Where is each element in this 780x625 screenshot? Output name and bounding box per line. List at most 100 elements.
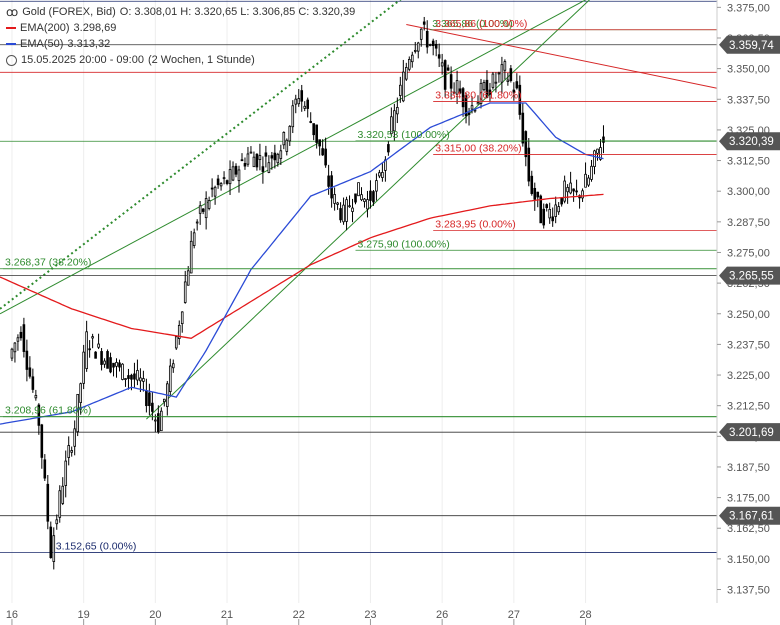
candle-body	[548, 208, 551, 219]
candle-body	[387, 144, 390, 153]
candle-body	[536, 191, 540, 198]
candle-body	[73, 428, 76, 447]
price-marker	[719, 423, 780, 442]
candle-body	[390, 116, 393, 135]
candlesticks	[10, 16, 605, 570]
candle-body	[246, 153, 250, 165]
candle-body	[527, 147, 531, 182]
candle-body	[124, 378, 127, 380]
candle-body	[222, 177, 226, 180]
y-tick-label: 3.237,50	[727, 339, 770, 351]
candle-body	[255, 153, 259, 168]
candle-body	[479, 82, 483, 104]
candle-body	[94, 351, 97, 359]
candle-body	[503, 61, 507, 71]
candle-body	[216, 178, 220, 186]
candle-body	[291, 105, 295, 128]
price-marker	[719, 35, 780, 54]
y-tick-label: 3.312,50	[727, 156, 770, 168]
candle-body	[485, 79, 489, 98]
candle-body	[476, 102, 480, 105]
candle-body	[189, 240, 193, 274]
candle-body	[288, 125, 292, 142]
candle-body	[581, 190, 584, 199]
x-tick-label: 28	[579, 609, 591, 621]
candle-body	[231, 166, 235, 181]
candle-body	[596, 148, 599, 154]
candle-body	[148, 392, 151, 407]
candle-body	[348, 205, 351, 208]
candle-body	[428, 44, 432, 46]
candle-body	[530, 175, 534, 194]
candle-body	[593, 150, 596, 167]
y-tick-label: 3.175,00	[727, 493, 770, 505]
candle-body	[416, 42, 420, 52]
trend-line	[406, 24, 718, 89]
candle-body	[551, 216, 554, 222]
candle-body	[127, 375, 130, 379]
candle-body	[602, 136, 605, 143]
period-range: 15.05.2025 20:00 - 09:00	[21, 54, 144, 66]
candle-body	[177, 324, 181, 340]
candle-body	[396, 107, 399, 115]
candle-body	[160, 410, 163, 432]
candle-body	[67, 445, 71, 458]
candle-body	[183, 281, 187, 303]
candle-body	[381, 172, 384, 178]
candle-body	[399, 84, 402, 96]
x-tick-label: 22	[293, 609, 305, 621]
candle-body	[372, 191, 375, 203]
candle-body	[43, 459, 47, 479]
ema200-line	[0, 193, 604, 339]
candle-body	[452, 91, 456, 94]
candle-body	[64, 460, 68, 486]
candle-body	[402, 71, 405, 102]
candle-body	[422, 21, 426, 25]
candle-body	[237, 169, 241, 182]
period-row: 15.05.2025 20:00 - 09:00 (2 Wochen, 1 St…	[6, 52, 359, 68]
candle-body	[273, 152, 277, 161]
candle-body	[103, 360, 106, 365]
x-tick-label: 21	[221, 609, 233, 621]
candle-body	[458, 88, 462, 94]
candle-body	[163, 398, 166, 403]
candle-body	[306, 99, 310, 109]
candle-body	[434, 43, 438, 49]
candle-body	[28, 367, 32, 377]
candle-body	[19, 331, 23, 339]
ema200-swatch	[6, 27, 16, 29]
candle-body	[446, 67, 450, 71]
time-axis[interactable]: 16 19 20 21 22 23 26 27 28	[6, 609, 592, 625]
candle-body	[515, 81, 519, 89]
candle-body	[61, 485, 65, 504]
candle-body	[261, 166, 265, 172]
candle-body	[557, 206, 560, 213]
candle-body	[533, 187, 537, 200]
candle-body	[22, 324, 26, 352]
candle-body	[518, 84, 522, 115]
candle-body	[76, 393, 79, 433]
price-axis[interactable]: 3.137,50 3.150,00 3.162,50 3.175,00 3.187,50…	[716, 0, 780, 603]
chart-legend: ꝏ Gold (FOREX, Bid) O: 3.308,01 H: 3.320…	[6, 4, 359, 68]
candle-body	[309, 121, 312, 123]
candle-body	[521, 112, 525, 144]
candle-body	[491, 73, 495, 88]
candle-body	[599, 147, 602, 160]
candle-body	[264, 152, 268, 157]
candle-body	[297, 98, 301, 105]
instrument-name: Gold (FOREX, Bid)	[22, 6, 116, 18]
candle-body	[407, 59, 411, 70]
trend-line	[0, 0, 587, 315]
candle-body	[13, 342, 17, 353]
candle-body	[315, 124, 318, 143]
fib-label: 3.268,37 (38.20%)	[5, 257, 91, 269]
candle-body	[494, 81, 498, 84]
candle-body	[91, 336, 94, 339]
ohlc-values: O: 3.308,01 H: 3.320,65 L: 3.306,85 C: 3…	[119, 6, 356, 18]
candle-body	[195, 221, 199, 224]
candle-body	[171, 363, 175, 369]
candle-body	[413, 49, 417, 52]
ema200-row: EMA(200) 3.298,69	[6, 20, 359, 36]
candle-body	[419, 28, 423, 40]
